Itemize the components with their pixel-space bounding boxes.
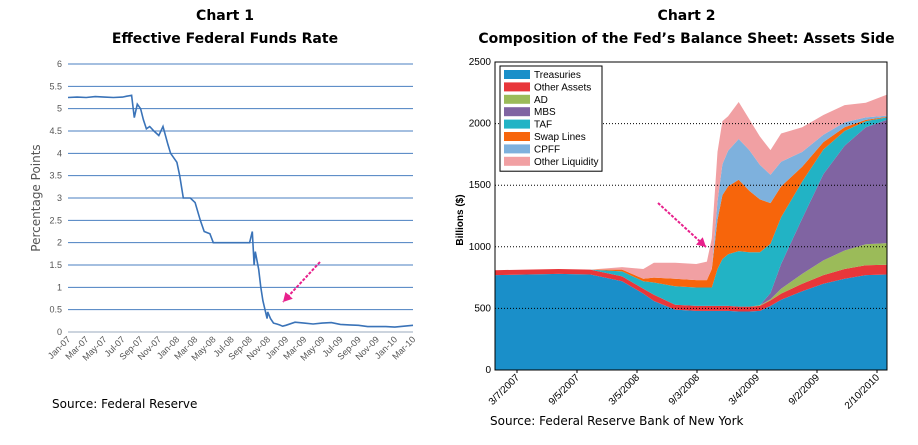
chart2-panel: Chart 2 Composition of the Fed’s Balance… <box>455 0 918 445</box>
chart2-svg: 0 500 1000 1500 2000 2500 3/7/2007 9/5/2007 3/5… <box>455 57 888 412</box>
chart1-y-tick-label: 0 <box>57 327 62 337</box>
chart2-legend-swatch <box>504 132 530 141</box>
chart2-legend-label: Other Liquidity <box>534 157 598 168</box>
chart1-annotation-arrow <box>282 261 321 303</box>
chart2-x-ticks: 3/7/2007 9/5/2007 3/5/2008 9/3/2008 3/4/2009… <box>487 370 883 412</box>
chart2-legend-swatch <box>504 107 530 117</box>
chart2-gridlines <box>495 123 887 309</box>
chart1-y-tick-label: 1.5 <box>49 260 62 270</box>
chart2-area-ad <box>495 243 887 307</box>
chart2-y-tick-label: 2500 <box>469 57 492 68</box>
chart1-gridlines <box>68 63 413 333</box>
chart2-y-ticks: 0 500 1000 1500 2000 2500 <box>469 57 492 376</box>
chart2-legend-label: MBS <box>534 107 556 118</box>
arrow-head <box>283 291 293 302</box>
chart1-y-tick-label: 1 <box>57 282 62 292</box>
chart1-y-tick-label: 2 <box>57 238 62 248</box>
chart2-x-tick-label: 9/2/2009 <box>787 372 823 408</box>
chart2-legend-swatch <box>504 156 530 166</box>
chart2-area-mbs <box>495 119 887 307</box>
chart1-title: Effective Federal Funds Rate <box>111 31 339 47</box>
chart2-areas <box>495 94 887 370</box>
chart2-area-other-liquidity <box>495 94 887 281</box>
chart1-y-tick-label: 3.5 <box>49 171 62 181</box>
chart2-y-tick-label: 1000 <box>469 242 492 253</box>
chart1-source: Source: Federal Reserve <box>52 397 198 411</box>
chart1-y-tick-label: 0.5 <box>49 305 62 315</box>
arrow-shaft <box>282 261 321 303</box>
chart2-title: Composition of the Fed’s Balance Sheet: … <box>478 31 895 47</box>
chart2-y-tick-label: 1500 <box>469 180 492 191</box>
arrow-head <box>695 237 706 247</box>
chart2-legend-swatch <box>504 94 530 104</box>
chart1-y-ticks: 0 0.5 1 1.5 2 2.5 3 3.5 4 4.5 5 5.5 6 <box>49 59 62 337</box>
chart1-series-line <box>67 94 414 328</box>
chart1-y-tick-label: 2.5 <box>49 215 62 225</box>
chart2-legend-label: Treasuries <box>534 70 581 81</box>
chart1-heading: Chart 1 <box>196 8 254 24</box>
chart1-y-axis-label: Percentage Points <box>29 144 43 251</box>
chart2-heading: Chart 2 <box>657 8 716 24</box>
arrow-shaft <box>657 202 707 248</box>
chart1-y-tick-label: 3 <box>57 193 62 203</box>
chart1-svg: 0 0.5 1 1.5 2 2.5 3 3.5 4 4.5 5 5.5 6 Jan-07Mar-07Ma… <box>29 59 418 363</box>
chart1-panel: Chart 1 Effective Federal Funds Rate 0 0.… <box>0 0 450 445</box>
chart2-x-tick-label: 3/7/2007 <box>487 372 523 408</box>
chart2-area-treasuries <box>495 273 887 370</box>
chart2-x-tick-label: 3/4/2009 <box>727 372 763 408</box>
chart1-y-tick-label: 4 <box>57 148 62 158</box>
chart1-y-tick-label: 6 <box>57 59 62 69</box>
chart2-x-tick-label: 3/5/2008 <box>607 372 643 408</box>
chart1-x-ticks: Jan-07Mar-07May-07Jul-07Sep-07Nov-07Jan-… <box>46 334 418 362</box>
chart2-annotation-arrow <box>657 202 707 248</box>
chart1-y-tick-label: 5.5 <box>49 81 62 91</box>
chart2-legend-label: Swap Lines <box>534 132 586 143</box>
chart2-legend-label: CPFF <box>534 144 560 155</box>
chart2-y-tick-label: 500 <box>474 303 491 314</box>
chart2-legend-box <box>499 65 603 172</box>
chart2-x-tick-label: 9/3/2008 <box>667 372 703 408</box>
chart2-legend-swatch <box>504 82 530 92</box>
chart1-y-tick-label: 4.5 <box>49 126 62 136</box>
chart2-area-taf <box>495 117 887 307</box>
chart2-x-tick-label: 2/10/2010 <box>843 372 883 412</box>
chart1-y-tick-label: 5 <box>57 104 62 114</box>
chart2-area-other-assets <box>495 264 887 312</box>
chart2-y-axis-label: Billions ($) <box>455 194 466 245</box>
chart2-source: Source: Federal Reserve Bank of New York <box>490 414 744 428</box>
chart2-x-tick-label: 9/5/2007 <box>547 372 583 408</box>
chart2-legend-label: Other Assets <box>534 82 591 93</box>
chart2-legend-label: TAF <box>534 120 552 131</box>
chart2-legend-swatch <box>504 144 530 154</box>
chart2-legend-swatch <box>504 119 530 129</box>
chart2-legend-swatch <box>504 70 530 79</box>
chart2-legend-label: AD <box>534 95 548 106</box>
chart2-y-tick-label: 0 <box>485 365 491 376</box>
chart2-y-tick-label: 2000 <box>469 119 492 130</box>
chart2-plot-frame <box>494 61 888 371</box>
